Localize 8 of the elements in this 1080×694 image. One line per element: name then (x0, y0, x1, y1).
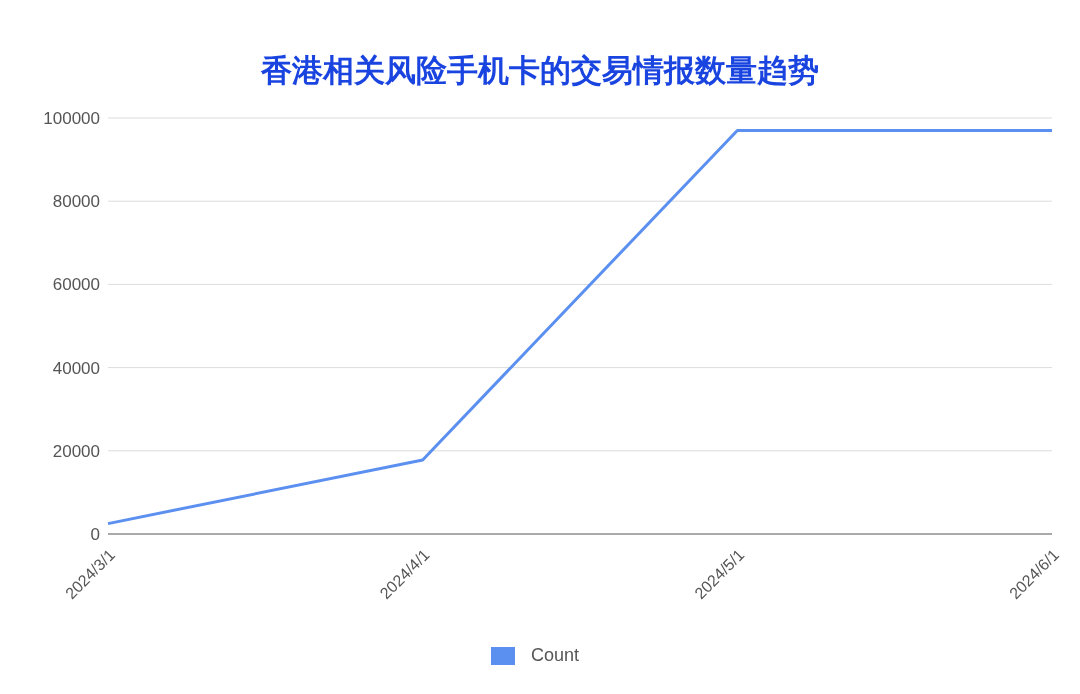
legend-label: Count (530, 644, 580, 665)
y-tick-label: 0 (90, 525, 100, 545)
chart-title: 香港相关风险手机卡的交易情报数量趋势 (260, 52, 820, 90)
y-tick-label: 100000 (43, 109, 100, 129)
y-tick-label: 80000 (52, 192, 100, 212)
y-tick-label: 20000 (52, 441, 100, 461)
y-tick-label: 40000 (52, 358, 100, 378)
y-tick-label: 60000 (52, 275, 100, 295)
